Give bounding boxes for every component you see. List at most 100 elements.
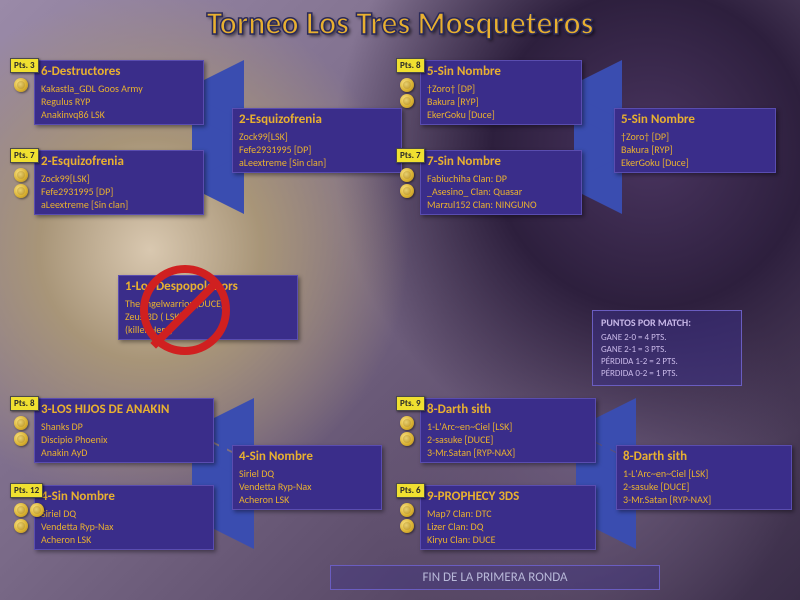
team-head: 4-Sin Nombre	[239, 449, 375, 466]
team-head: 8-Darth sith	[427, 402, 589, 419]
points-per-match-box: PUNTOS POR MATCH: GANE 2-0 = 4 PTS.GANE …	[592, 310, 742, 386]
team-member: EkerGoku [Duce]	[621, 156, 769, 169]
team-member: aLeextreme [Sin clan]	[239, 156, 395, 169]
coin-icon	[400, 184, 414, 198]
coin-icon	[400, 416, 414, 430]
pts-badge: Pts. 8	[396, 58, 425, 73]
bracket-arrow	[596, 485, 616, 517]
team-member: Lizer Clan: DQ	[427, 520, 589, 533]
team-member: †Zoro† [DP]	[621, 130, 769, 143]
team-member: Map7 Clan: DTC	[427, 507, 589, 520]
bracket-arrow	[582, 92, 614, 128]
team-box-b3: 2-EsquizofreniaZock99[LSK]Fefe2931995 [D…	[232, 108, 402, 173]
coin-icon	[400, 503, 414, 517]
score-head: PUNTOS POR MATCH:	[601, 316, 733, 330]
team-member: Bakura [RYP]	[621, 143, 769, 156]
team-member: Anakin AyD	[41, 446, 207, 459]
bracket-arrow	[596, 430, 616, 465]
coin-icon	[30, 503, 44, 517]
team-member: Acheron LSK	[239, 493, 375, 506]
team-member: Kiryu Clan: DUCE	[427, 533, 589, 546]
pts-badge: Pts. 6	[396, 483, 425, 498]
coin-icon	[14, 503, 28, 517]
team-member: Discipio Phoenix	[41, 433, 207, 446]
coin-icon	[14, 78, 28, 92]
coin-icon	[400, 519, 414, 533]
score-line: GANE 2-1 = 3 PTS.	[601, 344, 733, 356]
team-member: Vendetta Ryp-Nax	[239, 480, 375, 493]
team-box-b9: 4-Sin NombreSiriel DQVendetta Ryp-NaxAch…	[34, 485, 214, 550]
pts-badge: Pts. 9	[396, 396, 425, 411]
team-member: Fefe2931995 [DP]	[41, 185, 197, 198]
pts-badge: Pts. 7	[396, 148, 425, 163]
pts-badge: Pts. 12	[10, 483, 43, 498]
team-head: 7-Sin Nombre	[427, 154, 575, 171]
team-member: 3-Mr.Satan [RYP-NAX]	[623, 493, 785, 506]
bracket-arrow	[214, 430, 232, 465]
team-member: 2-sasuke [DUCE]	[623, 480, 785, 493]
team-box-b10: 4-Sin NombreSiriel DQVendetta Ryp-NaxAch…	[232, 445, 382, 510]
coin-icon	[400, 78, 414, 92]
team-member: Zock99[LSK]	[239, 130, 395, 143]
coin-icon	[14, 168, 28, 182]
pts-badge: Pts. 7	[10, 148, 39, 163]
team-member: aLeextreme [Sin clan]	[41, 198, 197, 211]
coin-icon	[400, 168, 414, 182]
team-member: 1-L'Arc~en~Ciel [LSK]	[623, 467, 785, 480]
team-box-b11: 8-Darth sith1-L'Arc~en~Ciel [LSK]2-sasuk…	[420, 398, 596, 463]
team-head: 8-Darth sith	[623, 449, 785, 466]
team-box-b12: 9-PROPHECY 3DSMap7 Clan: DTCLizer Clan: …	[420, 485, 596, 550]
team-head: 5-Sin Nombre	[427, 64, 575, 81]
team-member: Fefe2931995 [DP]	[239, 143, 395, 156]
team-box-b4: 5-Sin Nombre†Zoro† [DP]Bakura [RYP]EkerG…	[420, 60, 582, 125]
team-member: Siriel DQ	[41, 507, 207, 520]
coin-icon	[400, 94, 414, 108]
team-member: 2-sasuke [DUCE]	[427, 433, 589, 446]
team-member: Vendetta Ryp-Nax	[41, 520, 207, 533]
team-box-b13: 8-Darth sith1-L'Arc~en~Ciel [LSK]2-sasuk…	[616, 445, 792, 510]
score-line: PÉRDIDA 1-2 = 2 PTS.	[601, 356, 733, 368]
team-member: Siriel DQ	[239, 467, 375, 480]
score-line: GANE 2-0 = 4 PTS.	[601, 332, 733, 344]
team-head: 2-Esquizofrenia	[239, 112, 395, 129]
team-member: Bakura [RYP]	[427, 95, 575, 108]
score-line: PÉRDIDA 0-2 = 1 PTS.	[601, 368, 733, 380]
team-member: _Asesino_ Clan: Quasar	[427, 185, 575, 198]
team-box-b7: 1-Los DespopoleitorsTheAngelwarrior (DUC…	[118, 275, 298, 340]
team-head: 2-Esquizofrenia	[41, 154, 197, 171]
team-member: 3-Mr.Satan [RYP-NAX]	[427, 446, 589, 459]
team-member: Kakastla_GDL Goos Army	[41, 82, 197, 95]
team-member: TheAngelwarrior (DUCE)	[125, 297, 291, 310]
coin-icon	[14, 432, 28, 446]
team-member: EkerGoku [Duce]	[427, 108, 575, 121]
team-box-b8: 3-LOS HIJOS DE ANAKINShanks DPDiscipio P…	[34, 398, 214, 463]
round-footer: FIN DE LA PRIMERA RONDA	[330, 565, 660, 590]
team-member: Shanks DP	[41, 420, 207, 433]
team-head: 4-Sin Nombre	[41, 489, 207, 506]
team-member: 1-L'Arc~en~Ciel [LSK]	[427, 420, 589, 433]
team-member: Anakinvq86 LSK	[41, 108, 197, 121]
team-member: Fabiuchiha Clan: DP	[427, 172, 575, 185]
coin-icon	[14, 184, 28, 198]
team-head: 1-Los Despopoleitors	[125, 279, 291, 296]
team-box-b1: 6-DestructoresKakastla_GDL Goos ArmyRegu…	[34, 60, 204, 125]
team-head: 3-LOS HIJOS DE ANAKIN	[41, 402, 207, 419]
team-member: Zock99[LSK]	[41, 172, 197, 185]
team-box-b5: 7-Sin NombreFabiuchiha Clan: DP_Asesino_…	[420, 150, 582, 215]
team-member: Marzul152 Clan: NINGUNO	[427, 198, 575, 211]
coin-icon	[14, 519, 28, 533]
team-box-b2: 2-EsquizofreniaZock99[LSK]Fefe2931995 [D…	[34, 150, 204, 215]
team-box-b6: 5-Sin Nombre†Zoro† [DP]Bakura [RYP]EkerG…	[614, 108, 776, 173]
bracket-arrow	[204, 92, 232, 128]
pts-badge: Pts. 3	[10, 58, 39, 73]
bracket-arrow	[582, 148, 614, 182]
coin-icon	[14, 416, 28, 430]
team-member: Regulus RYP	[41, 95, 197, 108]
bracket-arrow	[204, 148, 232, 182]
team-head: 9-PROPHECY 3DS	[427, 489, 589, 506]
pts-badge: Pts. 8	[10, 396, 39, 411]
team-member: †Zoro† [DP]	[427, 82, 575, 95]
bracket-arrow	[214, 485, 232, 517]
coin-icon	[400, 432, 414, 446]
team-member: (killer Hero)	[125, 323, 291, 336]
